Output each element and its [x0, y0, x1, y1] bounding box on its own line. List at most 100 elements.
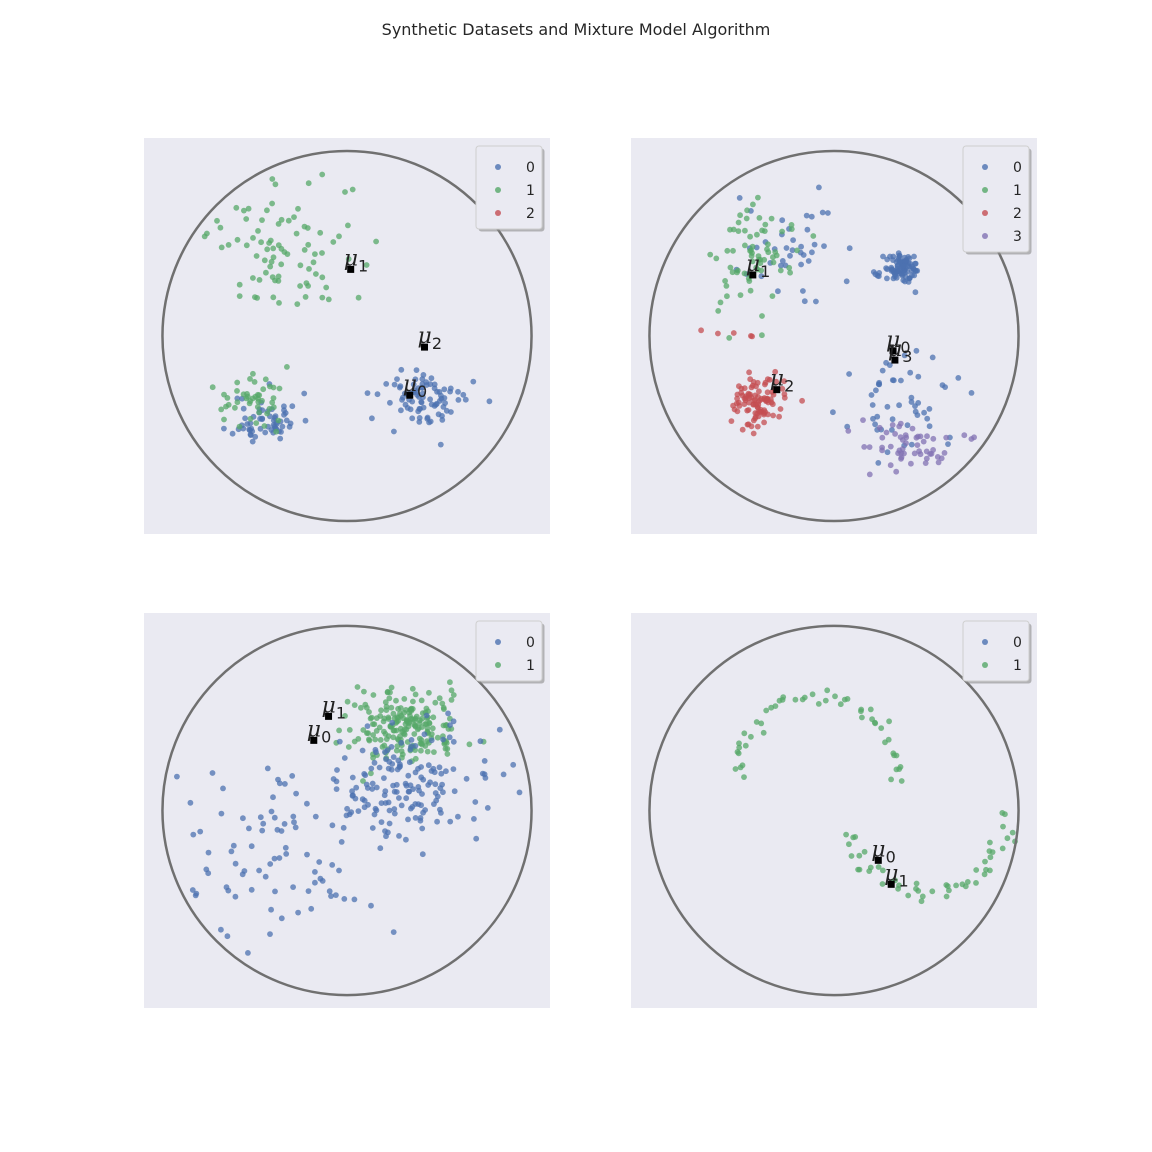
data-point-class-0: [421, 731, 428, 738]
data-point-class-1: [361, 688, 367, 695]
data-point-class-0: [417, 815, 424, 821]
data-point-class-0: [473, 835, 480, 842]
data-point-class-0: [434, 818, 440, 825]
data-point-class-0: [422, 807, 428, 813]
data-point-class-1: [364, 730, 370, 736]
data-point-class-1: [278, 261, 285, 268]
data-point-class-1: [218, 406, 225, 413]
data-point-class-1: [345, 222, 351, 229]
data-point-class-1: [305, 180, 312, 187]
data-point-class-0: [382, 828, 388, 834]
data-point-class-0: [369, 415, 375, 422]
data-point-class-0: [419, 851, 426, 858]
data-point-class-1: [259, 217, 265, 224]
data-point-class-0: [945, 441, 951, 447]
data-point-class-1: [856, 866, 863, 873]
data-point-class-1: [713, 255, 720, 262]
data-point-class-0: [437, 785, 444, 791]
data-point-class-1: [225, 242, 232, 248]
data-point-class-3: [930, 447, 936, 453]
data-point-class-0: [259, 416, 265, 423]
data-point-class-1: [723, 283, 730, 289]
data-point-class-0: [378, 819, 385, 825]
legend: 0 1 2 3: [962, 145, 1032, 255]
data-point-class-2: [758, 395, 765, 402]
data-point-class-0: [413, 367, 420, 373]
data-point-class-0: [228, 848, 235, 855]
data-point-class-0: [402, 401, 409, 408]
data-point-class-1: [888, 776, 894, 783]
legend-label-1: 1: [1013, 658, 1022, 674]
data-point-class-1: [276, 300, 282, 306]
data-point-class-0: [800, 252, 807, 258]
data-point-class-1: [366, 736, 372, 743]
data-point-class-0: [432, 781, 439, 788]
data-point-class-1: [872, 720, 879, 727]
data-point-class-2: [746, 369, 752, 376]
data-point-class-1: [370, 692, 377, 698]
data-point-class-1: [409, 685, 416, 692]
centroid-marker-2: [773, 386, 781, 394]
data-point-class-3: [914, 442, 921, 448]
data-point-class-0: [192, 892, 199, 899]
data-point-class-1: [234, 399, 241, 406]
data-point-class-1: [759, 332, 765, 339]
data-point-class-1: [410, 698, 416, 705]
data-point-class-0: [428, 375, 435, 382]
data-point-class-1: [724, 293, 730, 300]
data-point-class-1: [424, 748, 431, 755]
data-point-class-1: [367, 715, 374, 722]
data-point-class-3: [935, 459, 942, 466]
data-point-class-0: [262, 429, 269, 436]
data-point-class-1: [846, 841, 852, 848]
data-point-class-0: [896, 253, 903, 259]
legend-marker-0: [982, 639, 988, 645]
data-point-class-3: [861, 444, 868, 450]
data-point-class-1: [765, 249, 772, 256]
data-point-class-0: [800, 288, 806, 294]
data-point-class-0: [790, 237, 796, 244]
data-point-class-0: [364, 723, 371, 729]
data-point-class-0: [359, 747, 366, 754]
data-point-class-1: [715, 308, 722, 314]
data-point-class-0: [416, 394, 422, 400]
data-point-class-1: [336, 727, 342, 734]
data-point-class-0: [369, 786, 376, 792]
data-point-class-0: [405, 816, 411, 823]
data-point-class-1: [221, 416, 227, 423]
data-points: [732, 687, 1018, 905]
data-point-class-0: [446, 734, 453, 741]
data-point-class-0: [277, 435, 284, 442]
data-point-class-2: [770, 412, 776, 419]
data-point-class-0: [875, 460, 882, 466]
legend-label-2: 2: [526, 206, 535, 222]
data-point-class-2: [698, 327, 704, 334]
data-point-class-0: [341, 896, 348, 902]
data-point-class-1: [730, 247, 736, 254]
data-point-class-1: [466, 741, 473, 748]
data-point-class-0: [912, 403, 918, 409]
data-point-class-0: [418, 399, 425, 405]
data-point-class-0: [291, 819, 297, 826]
data-point-class-0: [267, 931, 273, 937]
data-point-class-0: [278, 828, 285, 834]
data-point-class-2: [777, 406, 784, 412]
legend-marker-1: [495, 187, 501, 193]
data-point-class-1: [355, 294, 362, 301]
data-point-class-1: [251, 379, 258, 385]
data-point-class-0: [371, 759, 378, 766]
data-point-class-0: [247, 420, 254, 427]
data-point-class-0: [381, 775, 387, 781]
data-point-class-2: [739, 426, 746, 433]
data-point-class-1: [275, 221, 282, 227]
data-point-class-3: [923, 455, 930, 462]
data-point-class-1: [780, 694, 787, 700]
data-point-class-1: [896, 766, 903, 772]
data-point-class-1: [345, 256, 352, 262]
data-point-class-0: [898, 377, 904, 384]
data-point-class-2: [761, 419, 767, 426]
data-point-class-0: [431, 381, 438, 388]
legend-marker-0: [982, 164, 988, 170]
data-point-class-3: [845, 428, 852, 434]
data-point-class-0: [301, 390, 308, 397]
